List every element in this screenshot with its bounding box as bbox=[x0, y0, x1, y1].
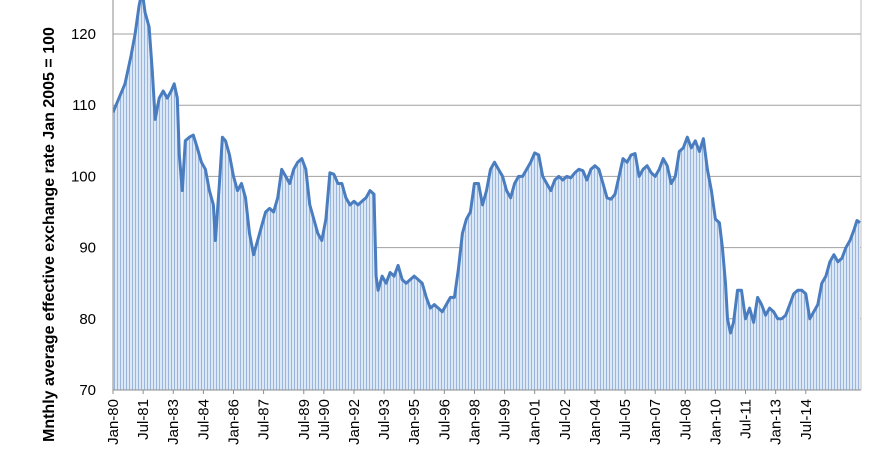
y-tick-label: 80 bbox=[79, 311, 96, 328]
x-tick-label: Jul-90 bbox=[316, 399, 333, 440]
series-group bbox=[113, 0, 861, 390]
x-tick-label: Jul-08 bbox=[677, 399, 694, 440]
y-axis: 70 80 90 100 110 120 bbox=[71, 0, 862, 399]
y-tick-label: 90 bbox=[79, 240, 96, 257]
y-axis-title: Mnthly average effective exchange rate J… bbox=[41, 27, 58, 442]
x-tick-label: Jul-99 bbox=[497, 399, 514, 440]
x-tick-label: Jul-84 bbox=[195, 399, 212, 440]
x-tick-label: Jan-92 bbox=[346, 399, 363, 445]
x-tick-label: Jan-13 bbox=[768, 399, 785, 445]
x-tick-label: Jan-83 bbox=[165, 399, 182, 445]
x-tick-label: Jul-93 bbox=[376, 399, 393, 440]
x-tick-label: Jan-01 bbox=[527, 399, 544, 445]
x-tick-label: Jan-07 bbox=[647, 399, 664, 445]
x-tick-label: Jul-81 bbox=[135, 399, 152, 440]
y-tick-label: 70 bbox=[79, 382, 96, 399]
x-tick-label: Jan-80 bbox=[105, 399, 122, 445]
series-line bbox=[113, 0, 861, 335]
x-tick-label: Jan-86 bbox=[226, 399, 243, 445]
x-tick-label: Jul-02 bbox=[557, 399, 574, 440]
x-tick-label: Jul-11 bbox=[738, 399, 755, 439]
x-tick-label: Jul-89 bbox=[296, 399, 313, 440]
plot-area bbox=[113, 0, 861, 390]
x-tick-label: Jan-98 bbox=[466, 399, 483, 445]
y-tick-label: 110 bbox=[72, 97, 96, 114]
y-tick-label: 120 bbox=[71, 26, 96, 43]
y-tick-label: 100 bbox=[71, 168, 96, 185]
x-tick-label: Jul-14 bbox=[798, 399, 815, 440]
x-tick-label: Jul-87 bbox=[256, 399, 273, 440]
x-axis: Jan-80 Jul-81 Jan-83 Jul-84 Jan-86 Jul-87 Jul-… bbox=[105, 389, 861, 445]
x-tick-label: Jul-96 bbox=[436, 399, 453, 440]
x-tick-label: Jan-95 bbox=[406, 399, 423, 445]
x-tick-label: Jul-05 bbox=[617, 399, 634, 440]
x-tick-label: Jan-04 bbox=[587, 399, 604, 445]
x-tick-label: Jan-10 bbox=[707, 399, 724, 445]
